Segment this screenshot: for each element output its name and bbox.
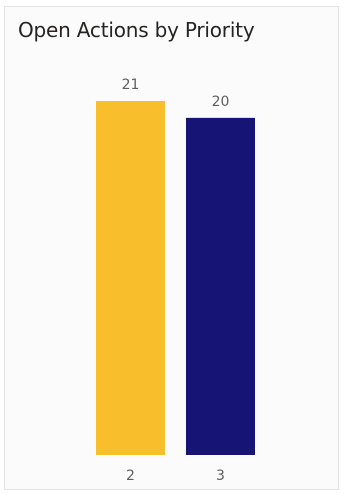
x-tick-label-2: 2: [126, 468, 135, 484]
data-labels-group: 21 20: [122, 77, 230, 110]
data-label-2: 21: [122, 77, 140, 93]
bar-3[interactable]: [186, 117, 255, 455]
chart-title: Open Actions by Priority: [18, 18, 255, 42]
chart-card: Open Actions by Priority: [4, 6, 339, 490]
data-label-3: 20: [212, 94, 230, 110]
bar-2[interactable]: [96, 101, 165, 455]
bars-group: [96, 101, 255, 455]
x-tick-label-3: 3: [216, 468, 225, 484]
